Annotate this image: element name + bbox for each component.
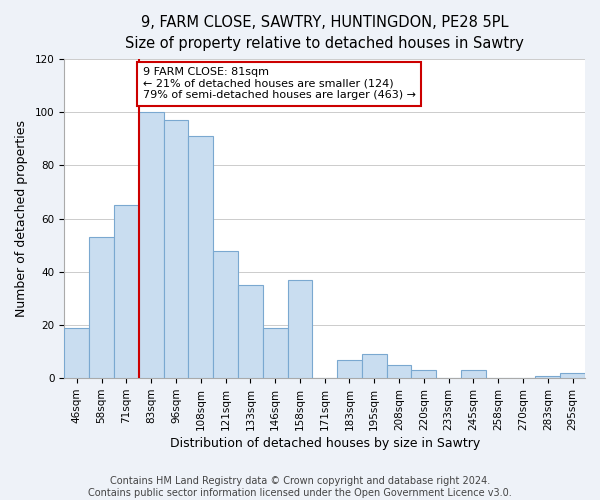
Bar (386, 365, 412, 378)
Bar (560, 373, 585, 378)
Y-axis label: Number of detached properties: Number of detached properties (15, 120, 28, 317)
Bar (461, 370, 486, 378)
Bar (89, 238, 114, 378)
Bar (238, 285, 263, 378)
Text: Contains HM Land Registry data © Crown copyright and database right 2024.
Contai: Contains HM Land Registry data © Crown c… (88, 476, 512, 498)
X-axis label: Distribution of detached houses by size in Sawtry: Distribution of detached houses by size … (170, 437, 480, 450)
Bar (535, 376, 560, 378)
Bar (188, 136, 213, 378)
Bar (263, 328, 287, 378)
Text: 9 FARM CLOSE: 81sqm
← 21% of detached houses are smaller (124)
79% of semi-detac: 9 FARM CLOSE: 81sqm ← 21% of detached ho… (143, 67, 416, 100)
Bar (287, 280, 313, 378)
Bar (139, 112, 164, 378)
Bar (362, 354, 386, 378)
Bar (213, 250, 238, 378)
Bar (114, 206, 139, 378)
Bar (412, 370, 436, 378)
Bar (64, 328, 89, 378)
Title: 9, FARM CLOSE, SAWTRY, HUNTINGDON, PE28 5PL
Size of property relative to detache: 9, FARM CLOSE, SAWTRY, HUNTINGDON, PE28 … (125, 15, 524, 51)
Bar (337, 360, 362, 378)
Bar (164, 120, 188, 378)
